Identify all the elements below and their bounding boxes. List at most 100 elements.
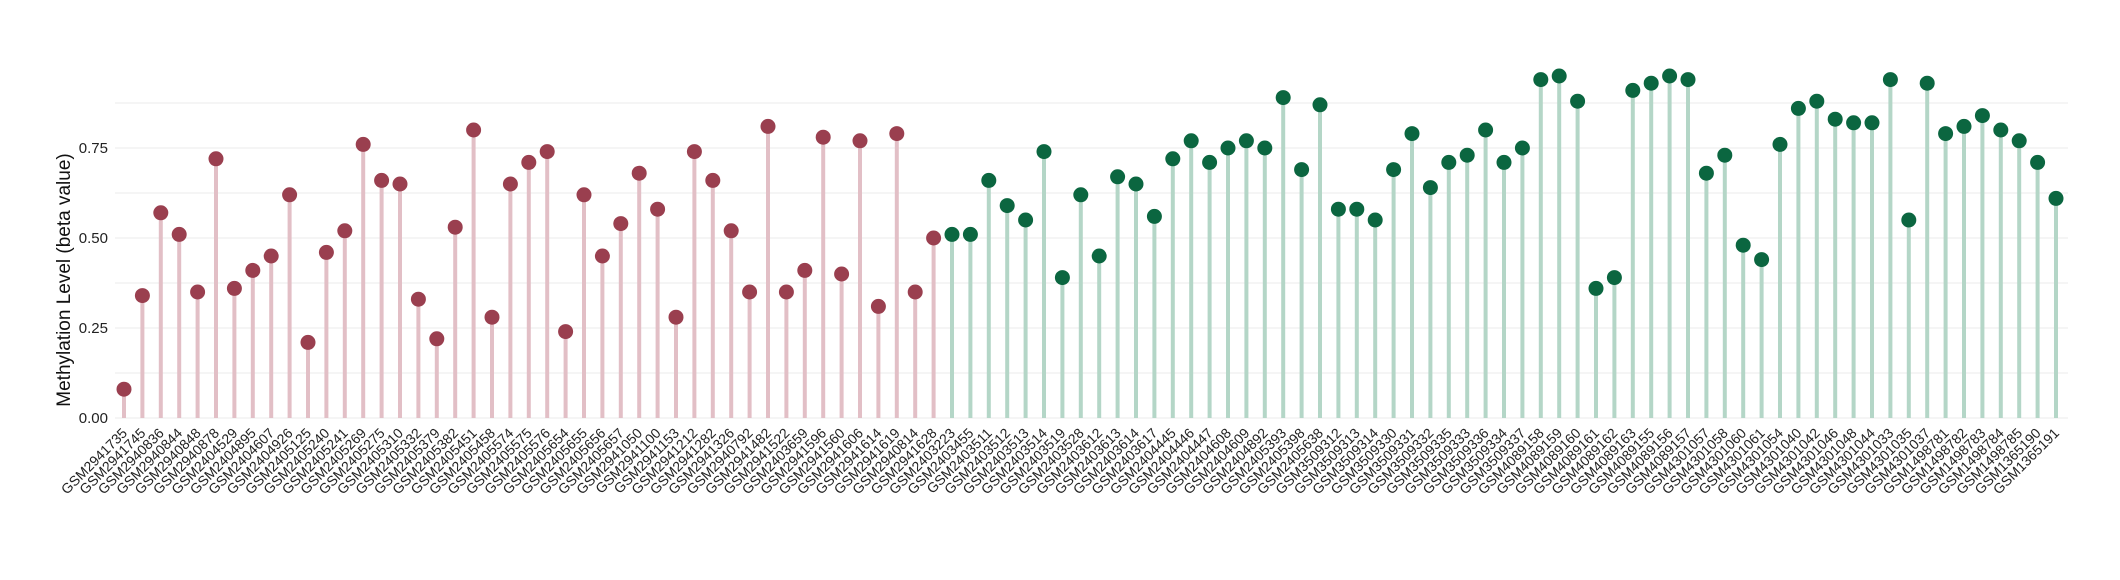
lollipop-dot bbox=[1018, 212, 1034, 228]
lollipop-dot bbox=[613, 216, 629, 232]
lollipop-dot bbox=[1128, 176, 1144, 192]
lollipop-dot bbox=[1257, 140, 1273, 156]
lollipop-dot bbox=[1882, 72, 1898, 88]
lollipop-dot bbox=[650, 201, 666, 217]
lollipop-dot bbox=[926, 230, 942, 246]
lollipop-dot bbox=[631, 165, 647, 181]
lollipop-dot bbox=[1680, 72, 1696, 88]
dot-layer bbox=[116, 68, 2064, 397]
lollipop-dot bbox=[337, 223, 353, 239]
stem-layer bbox=[122, 76, 2058, 418]
lollipop-dot bbox=[447, 219, 463, 235]
lollipop-dot bbox=[1570, 93, 1586, 109]
lollipop-dot bbox=[134, 288, 150, 304]
lollipop-dot bbox=[870, 298, 886, 314]
lollipop-dot bbox=[1662, 68, 1678, 84]
lollipop-dot bbox=[226, 280, 242, 296]
lollipop-dot bbox=[1514, 140, 1530, 156]
lollipop-dot bbox=[282, 187, 298, 203]
lollipop-dot bbox=[1772, 136, 1788, 152]
lollipop-dot bbox=[1919, 75, 1935, 91]
lollipop-dot bbox=[521, 154, 537, 170]
lollipop-dot bbox=[1698, 165, 1714, 181]
lollipop-dot bbox=[668, 309, 684, 325]
lollipop-dot bbox=[1183, 133, 1199, 149]
grid-layer bbox=[115, 102, 2068, 419]
lollipop-dot bbox=[318, 244, 334, 260]
y-tick-label: 0.50 bbox=[79, 230, 108, 247]
lollipop-dot bbox=[778, 284, 794, 300]
lollipop-dot bbox=[410, 291, 426, 307]
lollipop-dot bbox=[502, 176, 518, 192]
lollipop-dot bbox=[1643, 75, 1659, 91]
lollipop-dot bbox=[742, 284, 758, 300]
lollipop-dot bbox=[760, 118, 776, 134]
lollipop-dot bbox=[1938, 126, 1954, 142]
y-tick-label: 0.25 bbox=[79, 320, 108, 337]
lollipop-dot bbox=[1901, 212, 1917, 228]
lollipop-dot bbox=[834, 266, 850, 282]
lollipop-dot bbox=[1478, 122, 1494, 138]
lollipop-dot bbox=[852, 133, 868, 149]
y-tick-label: 0.00 bbox=[79, 410, 108, 427]
lollipop-dot bbox=[300, 334, 316, 350]
lollipop-dot bbox=[1809, 93, 1825, 109]
lollipop-dot bbox=[907, 284, 923, 300]
lollipop-dot bbox=[1441, 154, 1457, 170]
lollipop-dot bbox=[1091, 248, 1107, 264]
lollipop-dot bbox=[889, 126, 905, 142]
lollipop-dot bbox=[1165, 151, 1181, 167]
lollipop-dot bbox=[1073, 187, 1089, 203]
lollipop-dot bbox=[429, 331, 445, 347]
lollipop-dot bbox=[981, 172, 997, 188]
y-axis-ticks: 0.00 0.25 0.50 0.75 bbox=[79, 140, 108, 427]
lollipop-dot bbox=[594, 248, 610, 264]
lollipop-dot bbox=[208, 151, 224, 167]
lollipop-dot bbox=[1386, 162, 1402, 178]
lollipop-dot bbox=[1330, 201, 1346, 217]
lollipop-dot bbox=[1533, 72, 1549, 88]
lollipop-dot bbox=[392, 176, 408, 192]
lollipop-dot bbox=[962, 226, 978, 242]
lollipop-dot bbox=[1238, 133, 1254, 149]
lollipop-dot bbox=[2011, 133, 2027, 149]
lollipop-dot bbox=[1202, 154, 1218, 170]
lollipop-dot bbox=[1974, 108, 1990, 124]
lollipop-dot bbox=[686, 144, 702, 160]
x-axis-ticks: GSM2941735GSM2941745GSM2940836GSM2940844… bbox=[58, 425, 2063, 498]
lollipop-dot bbox=[797, 262, 813, 278]
lollipop-dot bbox=[999, 198, 1015, 214]
lollipop-dot bbox=[1275, 90, 1291, 106]
lollipop-dot bbox=[116, 381, 132, 397]
lollipop-dot bbox=[944, 226, 960, 242]
lollipop-dot bbox=[153, 205, 169, 221]
y-tick-label: 0.75 bbox=[79, 140, 108, 157]
lollipop-dot bbox=[1846, 115, 1862, 131]
lollipop-dot bbox=[263, 248, 279, 264]
lollipop-dot bbox=[1956, 118, 1972, 134]
lollipop-dot bbox=[1551, 68, 1567, 84]
lollipop-dot bbox=[190, 284, 206, 300]
lollipop-dot bbox=[723, 223, 739, 239]
lollipop-dot bbox=[2048, 190, 2064, 206]
lollipop-dot bbox=[1735, 237, 1751, 253]
lollipop-dot bbox=[1864, 115, 1880, 131]
lollipop-dot bbox=[705, 172, 721, 188]
lollipop-dot bbox=[1754, 252, 1770, 268]
lollipop-dot bbox=[1827, 111, 1843, 127]
lollipop-dot bbox=[484, 309, 500, 325]
lollipop-dot bbox=[1790, 100, 1806, 116]
y-axis-label: Methylation Level (beta value) bbox=[54, 153, 75, 406]
lollipop-dot bbox=[245, 262, 261, 278]
lollipop-dot bbox=[1422, 180, 1438, 196]
lollipop-dot bbox=[171, 226, 187, 242]
lollipop-dot bbox=[374, 172, 390, 188]
lollipop-dot bbox=[1294, 162, 1310, 178]
lollipop-dot bbox=[1496, 154, 1512, 170]
lollipop-dot bbox=[1588, 280, 1604, 296]
lollipop-dot bbox=[1054, 270, 1070, 286]
lollipop-dot bbox=[1110, 169, 1126, 185]
lollipop-dot bbox=[466, 122, 482, 138]
lollipop-dot bbox=[1459, 147, 1475, 163]
